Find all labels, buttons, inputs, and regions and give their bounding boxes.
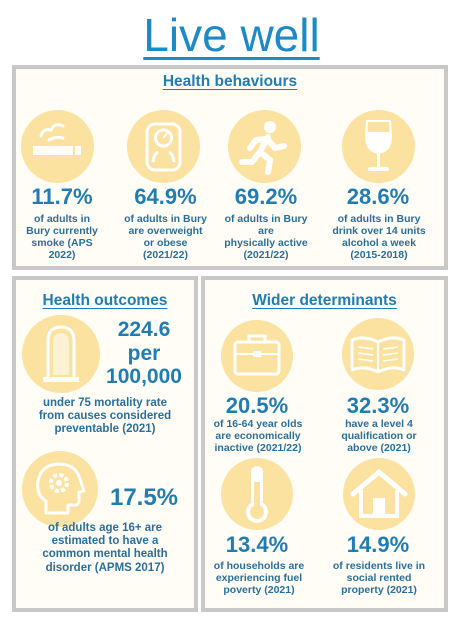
fuel-poverty-desc: of households are experiencing fuel pove…	[213, 560, 305, 597]
health-outcomes-box	[12, 276, 198, 612]
overweight-desc: of adults in Bury are overweight or obes…	[124, 213, 207, 262]
headstone-icon	[22, 315, 100, 393]
fuel-poverty-value: 13.4%	[225, 532, 289, 557]
smokers-value: 11.7%	[31, 184, 93, 209]
health-outcomes-title: Health outcomes	[42, 292, 168, 309]
running-person-icon	[228, 110, 301, 183]
alcohol-desc: of adults in Bury drink over 14 units al…	[332, 213, 426, 262]
smoking-icon	[21, 110, 94, 183]
active-value: 69.2%	[234, 184, 298, 209]
active-desc: of adults in Bury are physically active …	[224, 213, 308, 262]
weighing-scale-icon	[127, 110, 200, 183]
open-book-icon	[342, 318, 414, 390]
mortality-value: 224.6 per 100,000	[106, 318, 182, 389]
inactive-value: 20.5%	[225, 393, 289, 418]
qualification-desc: have a level 4 qualification or above (2…	[341, 418, 417, 455]
smokers-desc: of adults in Bury currently smoke (APS 2…	[26, 213, 98, 262]
mental-health-desc: of adults age 16+ are estimated to have …	[42, 522, 168, 574]
social-rented-desc: of residents live in social rented prope…	[332, 560, 426, 597]
house-icon	[343, 458, 415, 530]
page-title: Live well	[143, 9, 320, 61]
mental-health-value: 17.5%	[109, 484, 179, 511]
alcohol-value: 28.6%	[346, 184, 410, 209]
qualification-value: 32.3%	[346, 393, 410, 418]
wider-determinants-title: Wider determinants	[252, 292, 397, 309]
health-behaviours-title: Health behaviours	[162, 73, 298, 90]
inactive-desc: of 16-64 year olds are economically inac…	[213, 418, 303, 455]
overweight-value: 64.9%	[134, 184, 197, 209]
thermometer-icon	[221, 458, 293, 530]
briefcase-icon	[221, 320, 293, 392]
mortality-desc: under 75 mortality rate from causes cons…	[38, 397, 172, 436]
wine-glass-icon	[342, 110, 415, 183]
head-gear-icon	[22, 451, 98, 527]
social-rented-value: 14.9%	[346, 532, 410, 557]
